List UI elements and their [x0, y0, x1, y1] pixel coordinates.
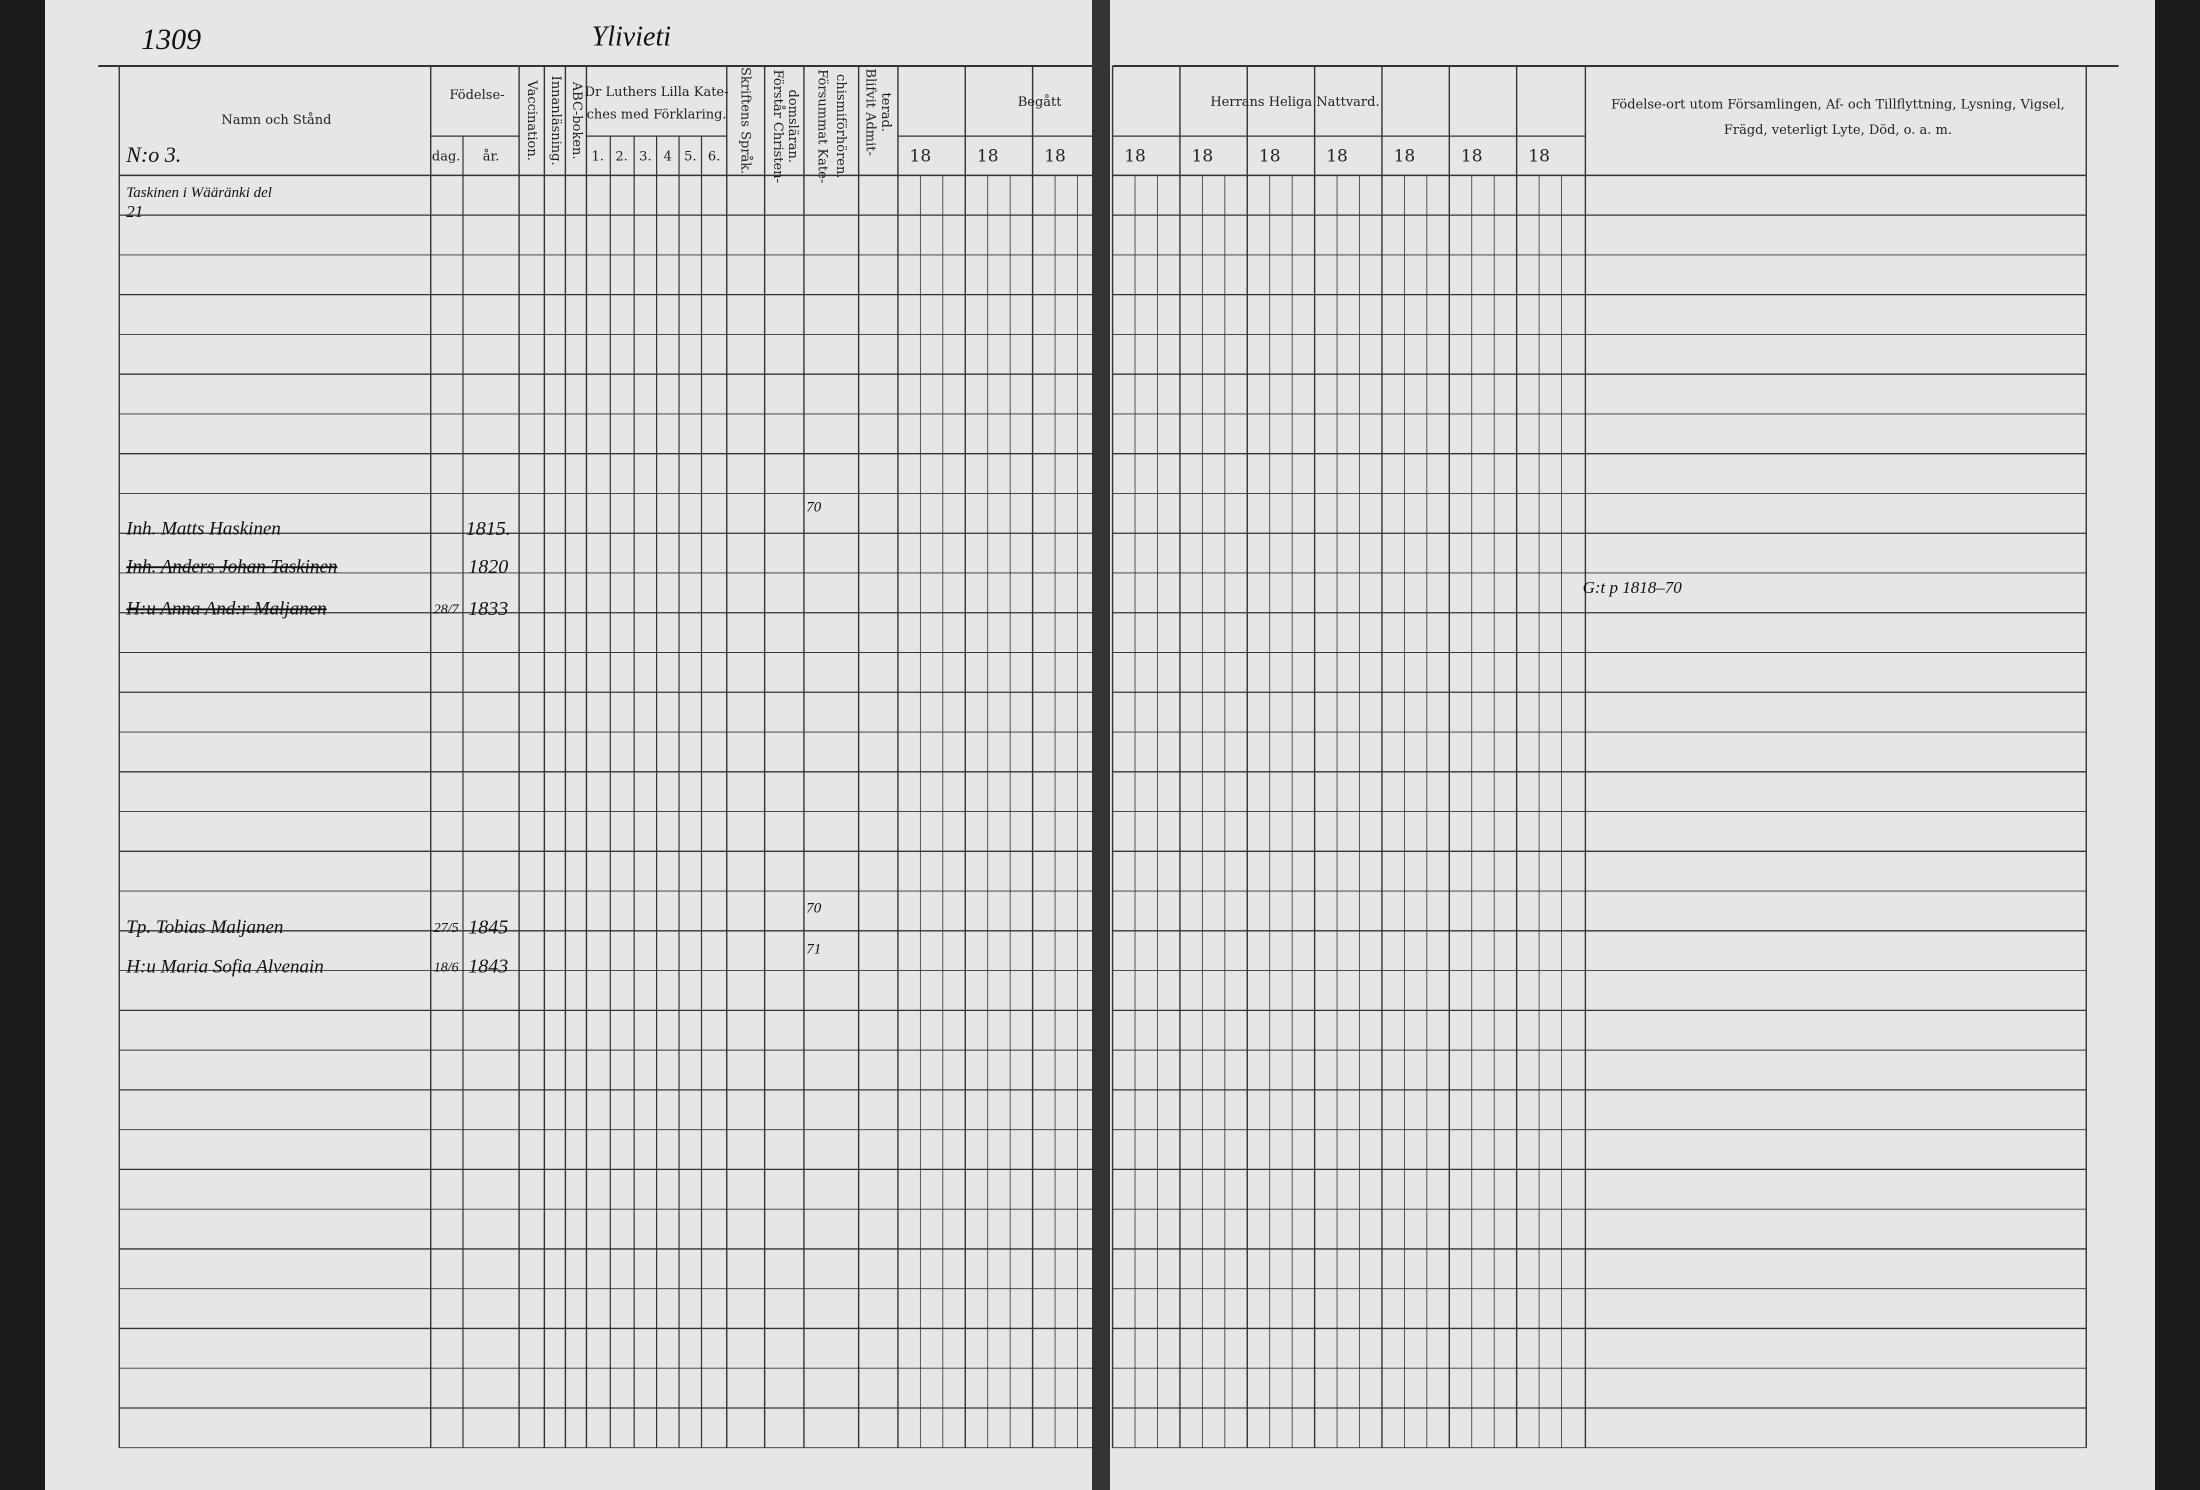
- text: terad.: [878, 93, 893, 132]
- entry-year: 1845: [468, 916, 508, 938]
- entry-year: 1833: [468, 598, 508, 620]
- text: ABC-boken.: [569, 81, 584, 160]
- text: 21: [126, 202, 143, 221]
- text: 3.: [639, 150, 651, 165]
- text: Begått: [1018, 94, 1063, 110]
- text: 2.: [615, 150, 627, 165]
- entry-year: 1815.: [466, 518, 511, 540]
- text: 18: [1259, 147, 1281, 167]
- texts: 1309 Ylivieti Namn och Stånd Födelse-dag. år…: [125, 22, 2065, 978]
- text: 18: [977, 147, 999, 167]
- text: Namn och Stånd: [221, 112, 331, 128]
- entry-mark: 71: [806, 941, 821, 957]
- text: 18: [1528, 147, 1550, 167]
- text: 1.: [591, 150, 603, 165]
- text: Förstår Christen-: [770, 70, 786, 183]
- entry-name: Tp. Tobias Maljanen: [126, 917, 283, 938]
- entry-day: 18/6: [434, 960, 459, 975]
- entry-name: Inh. Anders Johan Taskinen: [125, 557, 337, 578]
- grid: [98, 64, 2119, 1449]
- text: N:o 3.: [125, 142, 181, 167]
- entry-note: G:t p 1818–70: [1583, 578, 1683, 597]
- text: 18: [1326, 147, 1348, 167]
- text: Taskinen i Wääränki del: [126, 185, 272, 201]
- text: Dr Luthers Lilla Kate-: [585, 85, 729, 100]
- entry-name: H:u Maria Sofia Alvenain: [125, 956, 324, 977]
- text: Födelse-ort utom Församlingen, Af- och T…: [1611, 98, 2065, 113]
- text: 18: [1044, 147, 1066, 167]
- text: chismiförhören.: [833, 74, 848, 178]
- text: ches med Förklaring.: [587, 108, 727, 123]
- page-number: 1309: [141, 23, 201, 56]
- text: Vaccination.: [524, 79, 539, 161]
- text: Skriftens Språk.: [737, 67, 753, 174]
- entry-name: H:u Anna And:r Maljanen: [125, 599, 326, 620]
- text: Herrans Heliga Nattvard.: [1210, 95, 1379, 110]
- entry-day: 27/5: [434, 921, 459, 936]
- text: 18: [1461, 147, 1483, 167]
- text: 18: [1124, 147, 1146, 167]
- text: Födelse-: [449, 88, 504, 103]
- text: Försummat Kate-: [815, 69, 830, 183]
- village: Ylivieti: [592, 22, 671, 53]
- text: dag.: [432, 150, 461, 165]
- text: år.: [483, 149, 500, 165]
- text: Innanläsning.: [548, 76, 563, 166]
- text: 18: [1394, 147, 1416, 167]
- text: Frägd, veterligt Lyte, Död, o. a. m.: [1724, 123, 1952, 138]
- text: 18: [1192, 147, 1214, 167]
- text: 5.: [684, 150, 696, 165]
- text: 18: [910, 147, 932, 167]
- entry-name: Inh. Matts Haskinen: [125, 519, 281, 540]
- text: domsläran.: [785, 90, 800, 164]
- entry-mark: 70: [806, 901, 822, 917]
- text: 4: [664, 150, 672, 165]
- text: Blifvit Admit-: [862, 69, 877, 156]
- entry-mark: 70: [806, 499, 822, 515]
- entry-year: 1843: [468, 956, 508, 978]
- text: 6.: [708, 150, 720, 165]
- entry-day: 28/7: [434, 603, 460, 618]
- entry-year: 1820: [468, 556, 508, 578]
